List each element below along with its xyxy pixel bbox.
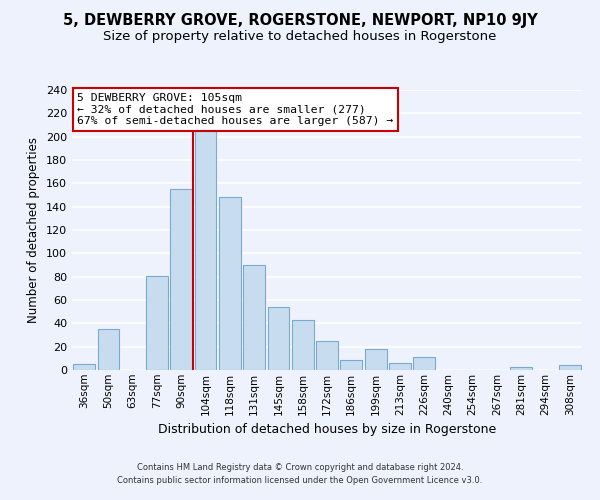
Text: 5, DEWBERRY GROVE, ROGERSTONE, NEWPORT, NP10 9JY: 5, DEWBERRY GROVE, ROGERSTONE, NEWPORT, … <box>62 12 538 28</box>
Bar <box>170 189 192 370</box>
Bar <box>559 366 581 370</box>
Bar <box>389 363 411 370</box>
X-axis label: Distribution of detached houses by size in Rogerstone: Distribution of detached houses by size … <box>158 423 496 436</box>
Text: 5 DEWBERRY GROVE: 105sqm
← 32% of detached houses are smaller (277)
67% of semi-: 5 DEWBERRY GROVE: 105sqm ← 32% of detach… <box>77 93 394 126</box>
Text: Size of property relative to detached houses in Rogerstone: Size of property relative to detached ho… <box>103 30 497 43</box>
Bar <box>243 265 265 370</box>
Text: Contains HM Land Registry data © Crown copyright and database right 2024.: Contains HM Land Registry data © Crown c… <box>137 464 463 472</box>
Bar <box>413 357 435 370</box>
Y-axis label: Number of detached properties: Number of detached properties <box>28 137 40 323</box>
Bar <box>365 349 386 370</box>
Bar <box>73 364 95 370</box>
Bar <box>511 366 532 370</box>
Bar <box>316 341 338 370</box>
Bar <box>194 131 217 370</box>
Bar <box>340 360 362 370</box>
Bar <box>97 329 119 370</box>
Bar <box>219 198 241 370</box>
Bar <box>292 320 314 370</box>
Bar <box>146 276 168 370</box>
Text: Contains public sector information licensed under the Open Government Licence v3: Contains public sector information licen… <box>118 476 482 485</box>
Bar <box>268 307 289 370</box>
